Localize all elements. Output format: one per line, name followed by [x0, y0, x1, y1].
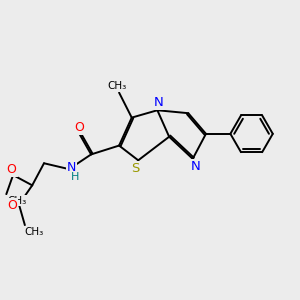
Text: O: O	[7, 163, 16, 176]
Text: H: H	[71, 172, 80, 182]
Text: CH₃: CH₃	[24, 226, 43, 237]
Text: N: N	[191, 160, 200, 173]
Text: S: S	[131, 162, 140, 175]
Text: N: N	[67, 161, 76, 174]
Text: O: O	[74, 122, 84, 134]
Text: N: N	[154, 96, 164, 110]
Text: O: O	[8, 200, 17, 212]
Text: CH₃: CH₃	[7, 196, 26, 206]
Text: CH₃: CH₃	[107, 81, 126, 91]
